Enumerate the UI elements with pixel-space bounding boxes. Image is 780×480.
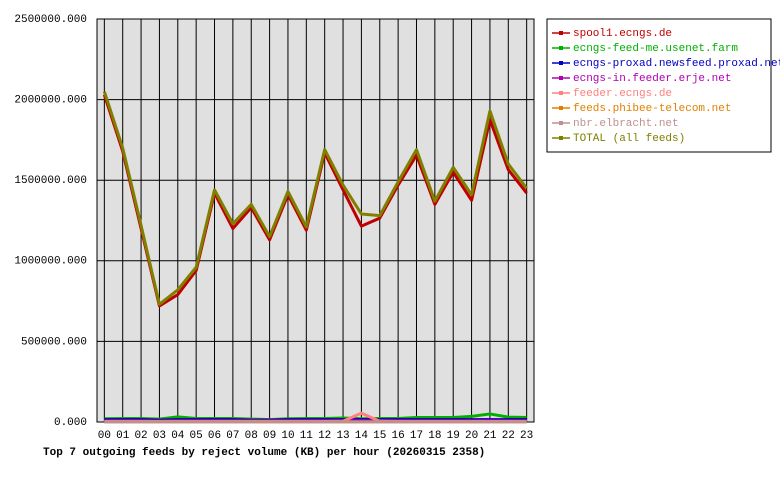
legend-label: nbr.elbracht.net (573, 118, 679, 130)
legend-marker (559, 136, 563, 140)
legend-marker (559, 46, 563, 50)
x-tick-label: 22 (502, 430, 515, 442)
x-tick-label: 20 (465, 430, 478, 442)
legend-label: ecngs-proxad.newsfeed.proxad.net (573, 58, 780, 70)
x-tick-label: 10 (281, 430, 294, 442)
x-tick-label: 00 (98, 430, 111, 442)
chart-title: Top 7 outgoing feeds by reject volume (K… (43, 447, 485, 459)
legend-marker (559, 121, 563, 125)
y-tick-label: 0.000 (54, 417, 87, 429)
legend-label: feeds.phibee-telecom.net (573, 103, 731, 115)
y-tick-label: 2000000.000 (14, 95, 87, 107)
series-line (102, 91, 528, 306)
legend-label: feeder.ecngs.de (573, 88, 672, 100)
x-tick-label: 21 (483, 430, 497, 442)
legend-box (546, 18, 772, 153)
x-tick-label: 02 (134, 430, 147, 442)
legend-label: TOTAL (all feeds) (573, 133, 685, 145)
x-tick-label: 06 (208, 430, 221, 442)
legend-marker (559, 61, 563, 65)
legend-marker (559, 76, 563, 80)
legend-label: ecngs-in.feeder.erje.net (573, 73, 731, 85)
x-tick-label: 07 (226, 430, 239, 442)
legend-marker (559, 106, 563, 110)
x-tick-label: 15 (373, 430, 386, 442)
legend-marker (559, 91, 563, 95)
x-tick-label: 17 (410, 430, 423, 442)
x-tick-label: 04 (171, 430, 185, 442)
x-tick-label: 01 (116, 430, 130, 442)
plot-area (97, 19, 534, 422)
x-tick-label: 14 (355, 430, 369, 442)
x-tick-label: 19 (447, 430, 460, 442)
y-tick-label: 1500000.000 (14, 175, 87, 187)
x-tick-label: 12 (318, 430, 331, 442)
x-tick-label: 16 (392, 430, 405, 442)
x-tick-label: 11 (300, 430, 314, 442)
x-tick-label: 05 (190, 430, 203, 442)
x-tick-label: 13 (336, 430, 349, 442)
legend-marker (559, 31, 563, 35)
x-tick-label: 09 (263, 430, 276, 442)
legend-label: spool1.ecngs.de (573, 28, 672, 40)
x-tick-label: 18 (428, 430, 441, 442)
y-tick-label: 2500000.000 (14, 14, 87, 26)
x-tick-label: 23 (520, 430, 533, 442)
y-tick-label: 500000.000 (21, 336, 87, 348)
x-tick-label: 08 (245, 430, 258, 442)
x-tick-label: 03 (153, 430, 166, 442)
y-tick-label: 1000000.000 (14, 256, 87, 268)
legend-label: ecngs-feed-me.usenet.farm (573, 43, 738, 55)
